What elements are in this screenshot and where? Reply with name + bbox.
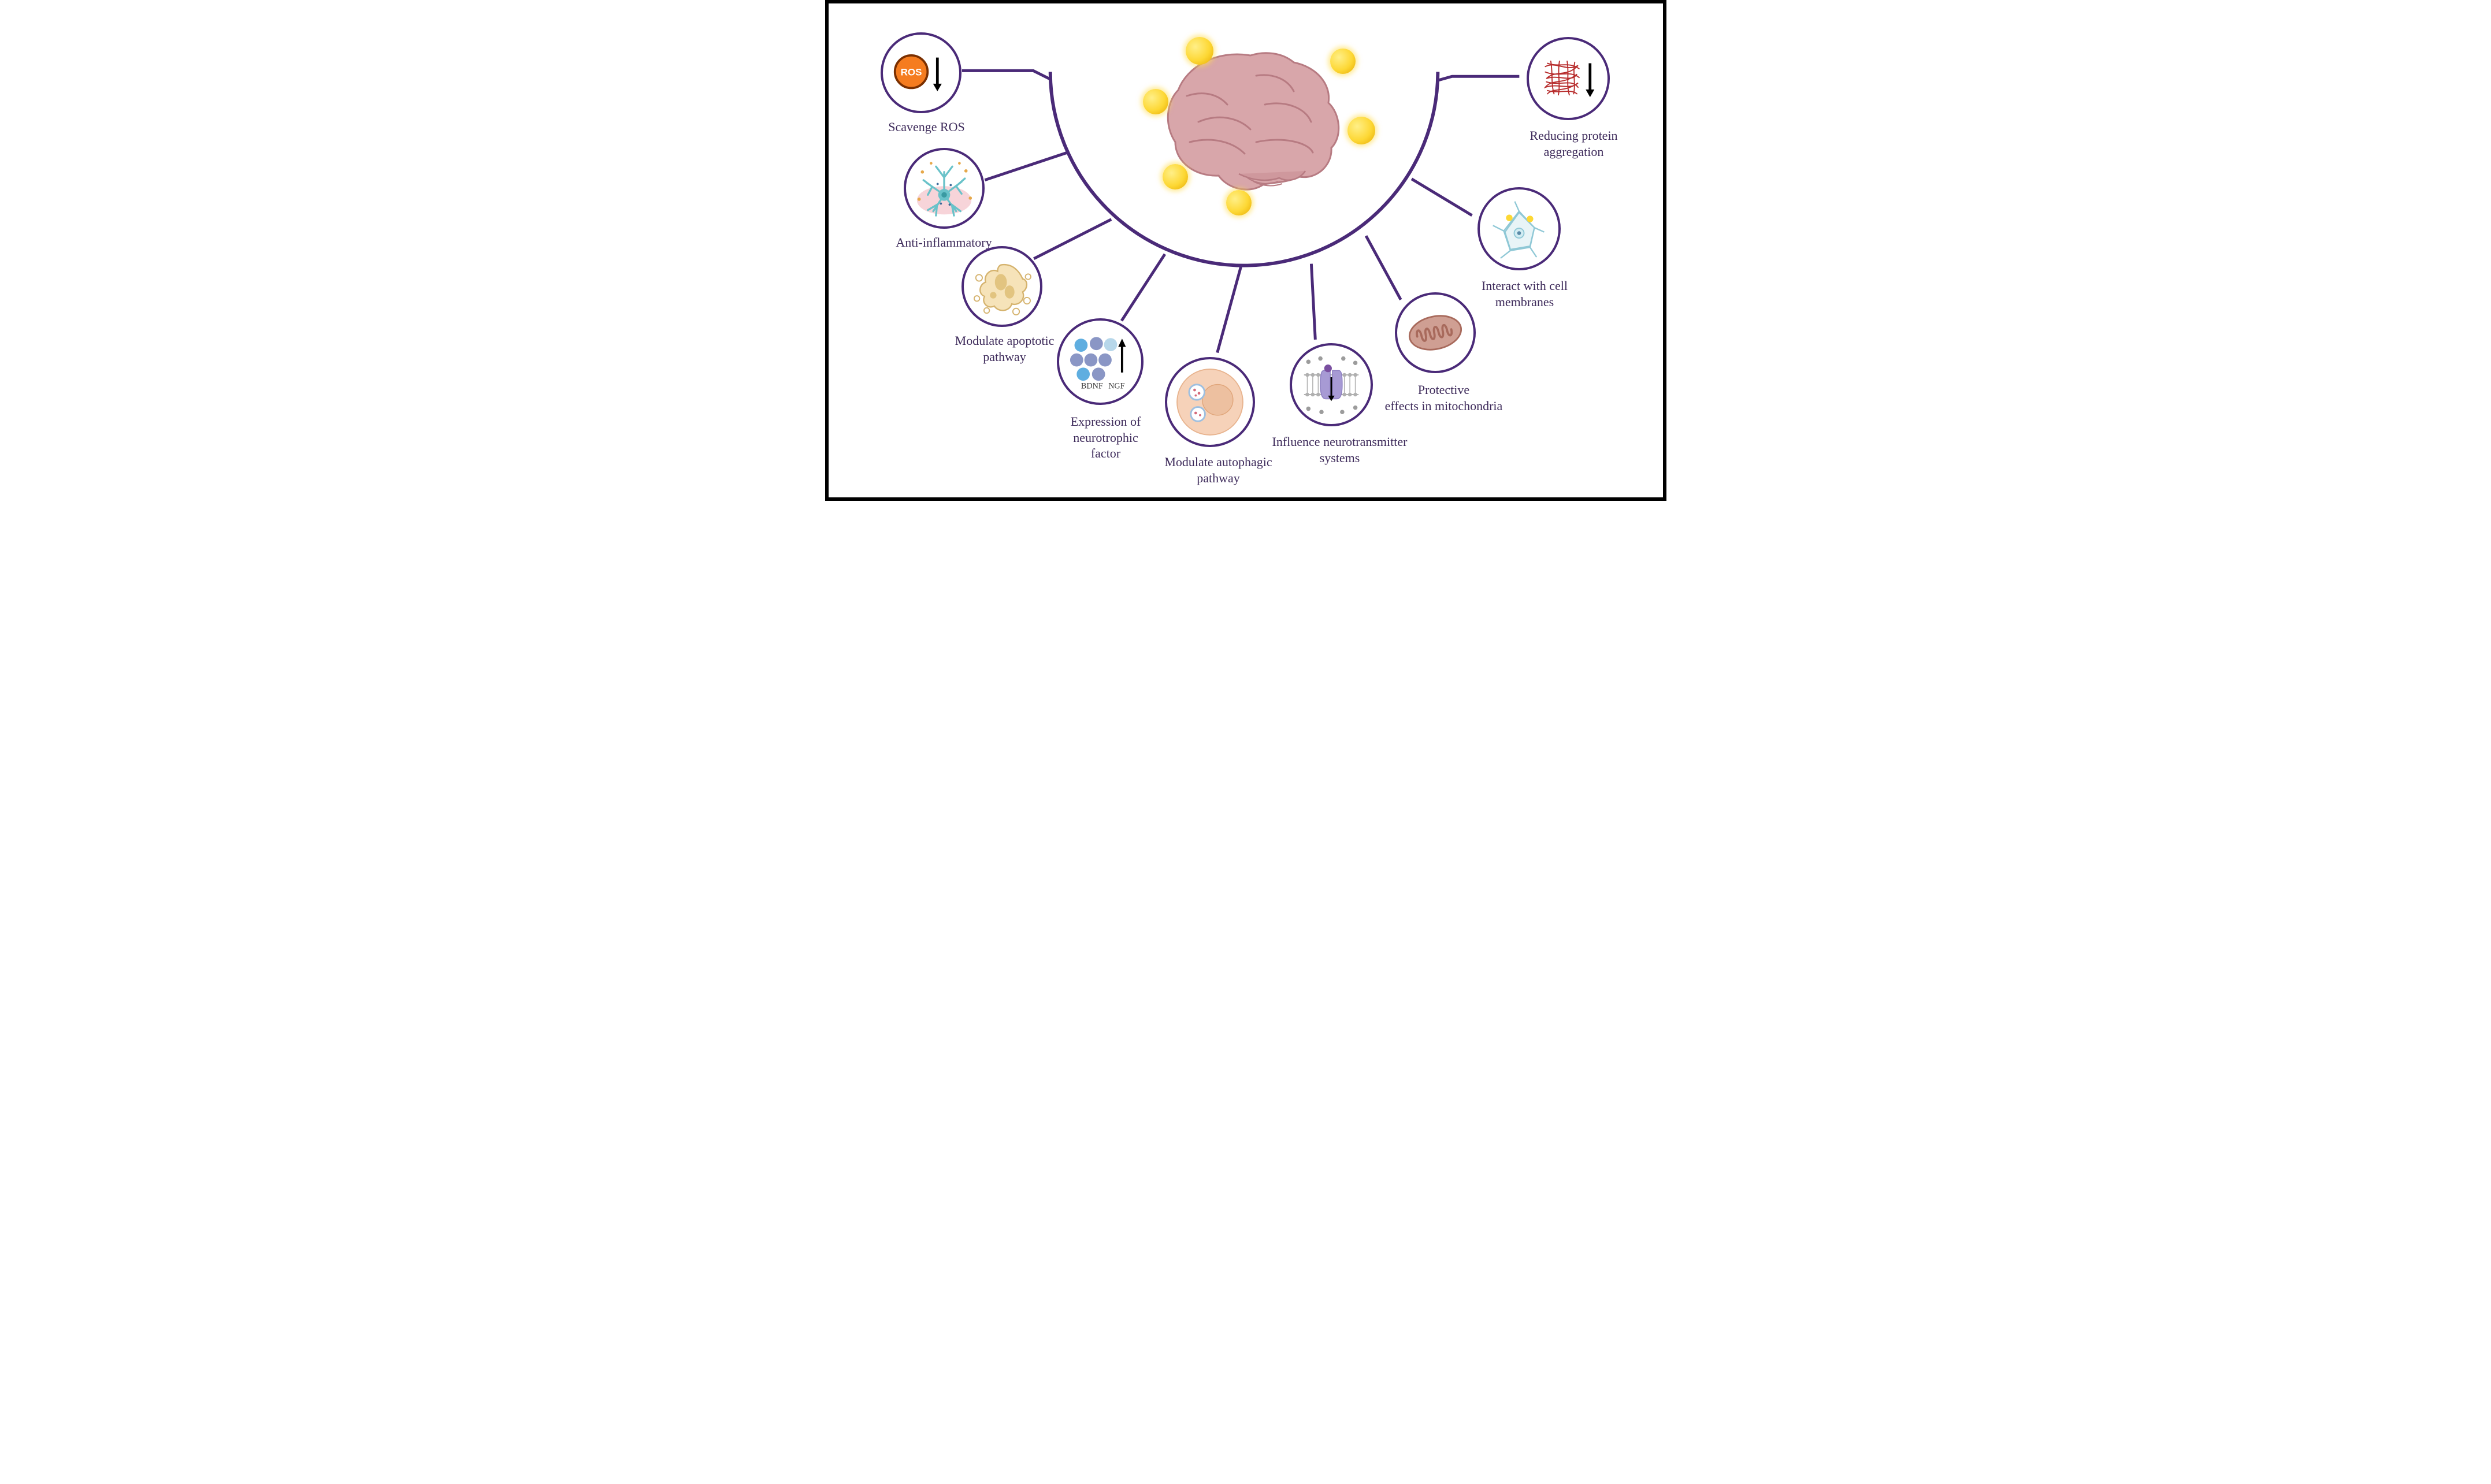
nanoparticle-icon xyxy=(1186,37,1213,65)
bdnf-text: BDNF xyxy=(1081,381,1102,390)
connector-mitochondria xyxy=(1366,236,1401,299)
connector-membranes xyxy=(1411,179,1472,215)
connector-anti-inflammatory xyxy=(985,152,1068,180)
node-protein-aggregation xyxy=(1527,37,1610,120)
connector-scavenge-ros xyxy=(961,70,1050,79)
fibril-tangle-icon xyxy=(1529,37,1608,120)
node-neurotransmitter xyxy=(1290,343,1373,426)
ros-badge-icon: ROS xyxy=(883,32,959,113)
ion-channel-icon xyxy=(1292,343,1371,426)
nanoparticle-icon xyxy=(1143,89,1168,114)
label-protein-aggregation: Reducing protein aggregation xyxy=(1508,128,1640,159)
microglia-icon xyxy=(906,148,982,229)
node-apoptotic xyxy=(961,246,1042,327)
node-scavenge-ros: ROS xyxy=(881,32,961,113)
label-apoptotic: Modulate apoptotic pathway xyxy=(941,333,1068,365)
node-anti-inflammatory xyxy=(904,148,985,229)
connector-protein-aggregation xyxy=(1438,76,1519,80)
label-membranes: Interact with cell membranes xyxy=(1461,278,1588,310)
ros-badge-text: ROS xyxy=(900,67,922,78)
apoptotic-cell-icon xyxy=(964,246,1040,327)
connector-autophagic xyxy=(1217,266,1241,353)
connector-apoptotic xyxy=(1034,220,1111,259)
neurotrophic-dots-icon: BDNF NGF xyxy=(1059,318,1141,405)
connector-neurotransmitter xyxy=(1311,264,1315,340)
label-mitochondria: Protective effects in mitochondria xyxy=(1375,382,1513,414)
label-scavenge-ros: Scavenge ROS xyxy=(875,119,979,135)
nanoparticle-icon xyxy=(1226,190,1252,215)
nanoparticle-icon xyxy=(1163,164,1188,189)
connector-neurotrophic xyxy=(1122,254,1165,321)
nanoparticle-icon xyxy=(1347,117,1375,144)
nanoparticle-icon xyxy=(1330,49,1356,74)
node-membranes xyxy=(1477,187,1561,270)
label-neurotrophic: Expression of neurotrophic factor xyxy=(1048,414,1164,462)
ngf-text: NGF xyxy=(1108,381,1124,390)
label-neurotransmitter: Influence neurotransmitter systems xyxy=(1265,434,1415,466)
node-neurotrophic: BDNF NGF xyxy=(1057,318,1144,405)
autophagy-cell-icon xyxy=(1167,357,1253,447)
node-autophagic xyxy=(1165,357,1255,447)
diagram-frame: ROS Scavenge ROS Anti-inflammatory xyxy=(825,0,1666,501)
neuron-membrane-icon xyxy=(1480,187,1558,270)
